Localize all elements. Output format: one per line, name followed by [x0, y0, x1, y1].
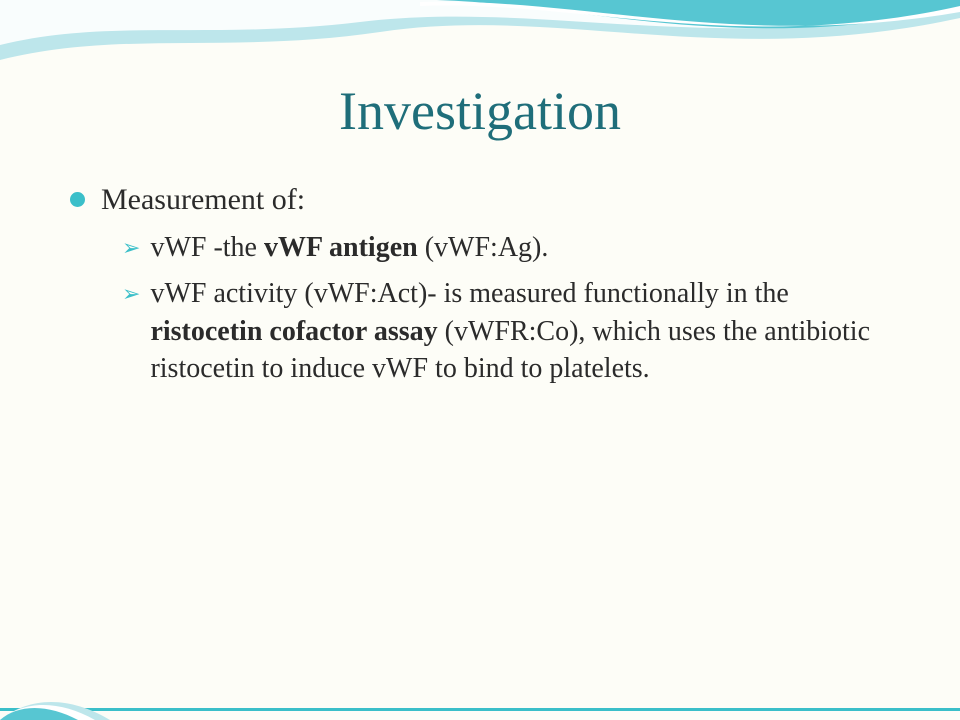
bullet-dot-icon	[70, 192, 85, 207]
bullet-level1: Measurement of:	[70, 180, 890, 219]
bullet-level1-text: Measurement of:	[101, 180, 305, 219]
text-run-bold: vWF antigen	[264, 232, 418, 263]
bullet-level2-text: vWF -the vWF antigen (vWF:Ag).	[150, 229, 548, 267]
text-run: vWF -the	[150, 232, 264, 263]
text-run-bold: ristocetin cofactor assay	[150, 316, 437, 347]
wave-decoration-top	[0, 0, 960, 90]
bullet-level2: ➢ vWF activity (vWF:Act)- is measured fu…	[122, 275, 890, 388]
bullet-level2-text: vWF activity (vWF:Act)- is measured func…	[150, 275, 890, 388]
chevron-right-icon: ➢	[122, 281, 140, 307]
text-run: vWF activity (vWF:Act)- is measured func…	[150, 278, 788, 309]
chevron-right-icon: ➢	[122, 235, 140, 261]
slide: Investigation Measurement of: ➢ vWF -the…	[0, 0, 960, 720]
slide-title: Investigation	[0, 80, 960, 142]
bullet-level2: ➢ vWF -the vWF antigen (vWF:Ag).	[122, 229, 890, 267]
border-decoration-bottom	[0, 686, 960, 720]
text-run: (vWF:Ag).	[418, 232, 549, 263]
slide-body: Measurement of: ➢ vWF -the vWF antigen (…	[70, 180, 890, 396]
